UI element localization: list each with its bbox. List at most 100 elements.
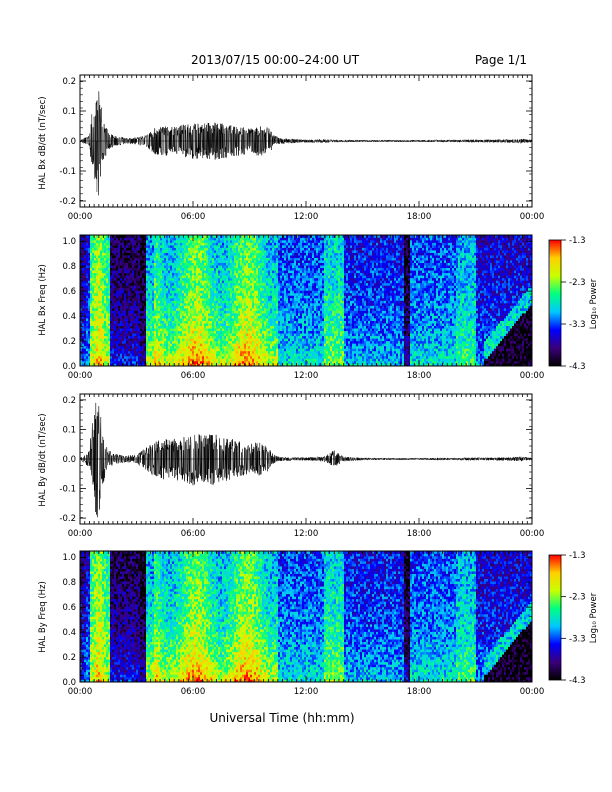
spectrogram-cell	[210, 336, 212, 339]
spectrogram-cell	[96, 238, 98, 241]
spectrogram-cell	[146, 243, 148, 246]
spectrogram-cell	[82, 301, 84, 304]
spectrogram-cell	[216, 326, 218, 329]
spectrogram-cell	[168, 258, 170, 261]
spectrogram-cell	[190, 298, 192, 301]
spectrogram-cell	[148, 240, 150, 243]
spectrogram-cell	[250, 301, 252, 304]
spectrogram-cell	[116, 313, 118, 316]
spectrogram-cell	[126, 253, 128, 256]
spectrogram-cell	[180, 245, 182, 248]
spectrogram-cell	[254, 336, 256, 339]
spectrogram-cell	[122, 328, 124, 331]
spectrogram-cell	[212, 326, 214, 329]
spectrogram-cell	[172, 313, 174, 316]
spectrogram-cell	[180, 280, 182, 283]
spectrogram-cell	[248, 353, 250, 356]
spectrogram-cell	[104, 290, 106, 293]
spectrogram-cell	[156, 298, 158, 301]
spectrogram-cell	[146, 331, 148, 334]
spectrogram-cell	[96, 270, 98, 273]
spectrogram-cell	[140, 321, 142, 324]
spectrogram-cell	[108, 301, 110, 304]
spectrogram-cell	[214, 353, 216, 356]
spectrogram-cell	[122, 346, 124, 349]
spectrogram-cell	[126, 313, 128, 316]
spectrogram-cell	[164, 273, 166, 276]
spectrogram-cell	[122, 341, 124, 344]
spectrogram-cell	[252, 298, 254, 301]
spectrogram-cell	[228, 356, 230, 359]
spectrogram-cell	[94, 263, 96, 266]
spectrogram-cell	[216, 258, 218, 261]
spectrogram-cell	[102, 270, 104, 273]
spectrogram-cell	[258, 351, 260, 354]
spectrogram-cell	[176, 298, 178, 301]
spectrogram-cell	[174, 283, 176, 286]
spectrogram-cell	[98, 318, 100, 321]
spectrogram-cell	[98, 245, 100, 248]
spectrogram-cell	[178, 250, 180, 253]
spectrogram-cell	[96, 243, 98, 246]
spectrogram-cell	[86, 338, 88, 341]
spectrogram-cell	[234, 338, 236, 341]
spectrogram-cell	[210, 265, 212, 268]
spectrogram-cell	[256, 356, 258, 359]
spectrogram-cell	[158, 255, 160, 258]
spectrogram-cell	[244, 283, 246, 286]
spectrogram-cell	[188, 338, 190, 341]
spectrogram-cell	[176, 265, 178, 268]
spectrogram-cell	[214, 326, 216, 329]
spectrogram-cell	[92, 321, 94, 324]
spectrogram-cell	[118, 295, 120, 298]
spectrogram-cell	[86, 275, 88, 278]
spectrogram-cell	[256, 280, 258, 283]
spectrogram-cell	[104, 326, 106, 329]
spectrogram-cell	[252, 313, 254, 316]
spectrogram-cell	[126, 280, 128, 283]
spectrogram-cell	[238, 265, 240, 268]
spectrogram-cell	[258, 295, 260, 298]
spectrogram-cell	[184, 248, 186, 251]
spectrogram-cell	[206, 265, 208, 268]
spectrogram-cell	[244, 280, 246, 283]
spectrogram-cell	[94, 260, 96, 263]
spectrogram-cell	[206, 313, 208, 316]
spectrogram-cell	[240, 258, 242, 261]
spectrogram-cell	[242, 270, 244, 273]
spectrogram-cell	[108, 275, 110, 278]
spectrogram-cell	[150, 273, 152, 276]
spectrogram-cell	[166, 313, 168, 316]
spectrogram-cell	[162, 283, 164, 286]
spectrogram-cell	[110, 263, 112, 266]
spectrogram-cell	[168, 273, 170, 276]
spectrogram-cell	[84, 323, 86, 326]
spectrogram-cell	[238, 268, 240, 271]
spectrogram-cell	[240, 288, 242, 291]
spectrogram-cell	[220, 303, 222, 306]
spectrogram-cell	[122, 323, 124, 326]
spectrogram-cell	[258, 321, 260, 324]
spectrogram-cell	[246, 288, 248, 291]
spectrogram-cell	[210, 293, 212, 296]
spectrogram-cell	[92, 260, 94, 263]
spectrogram-cell	[196, 273, 198, 276]
spectrogram-cell	[142, 353, 144, 356]
spectrogram-cell	[120, 331, 122, 334]
spectrogram-cell	[98, 270, 100, 273]
spectrogram-cell	[130, 265, 132, 268]
spectrogram-cell	[124, 260, 126, 263]
spectrogram-cell	[118, 328, 120, 331]
spectrogram-cell	[252, 290, 254, 293]
spectrogram-cell	[188, 253, 190, 256]
spectrogram-cell	[176, 280, 178, 283]
spectrogram-cell	[104, 253, 106, 256]
spectrogram-cell	[234, 243, 236, 246]
spectrogram-cell	[234, 275, 236, 278]
spectrogram-cell	[188, 243, 190, 246]
spectrogram-cell	[228, 270, 230, 273]
spectrogram-cell	[118, 270, 120, 273]
spectrogram-cell	[244, 356, 246, 359]
spectrogram-cell	[84, 255, 86, 258]
spectrogram-cell	[94, 308, 96, 311]
